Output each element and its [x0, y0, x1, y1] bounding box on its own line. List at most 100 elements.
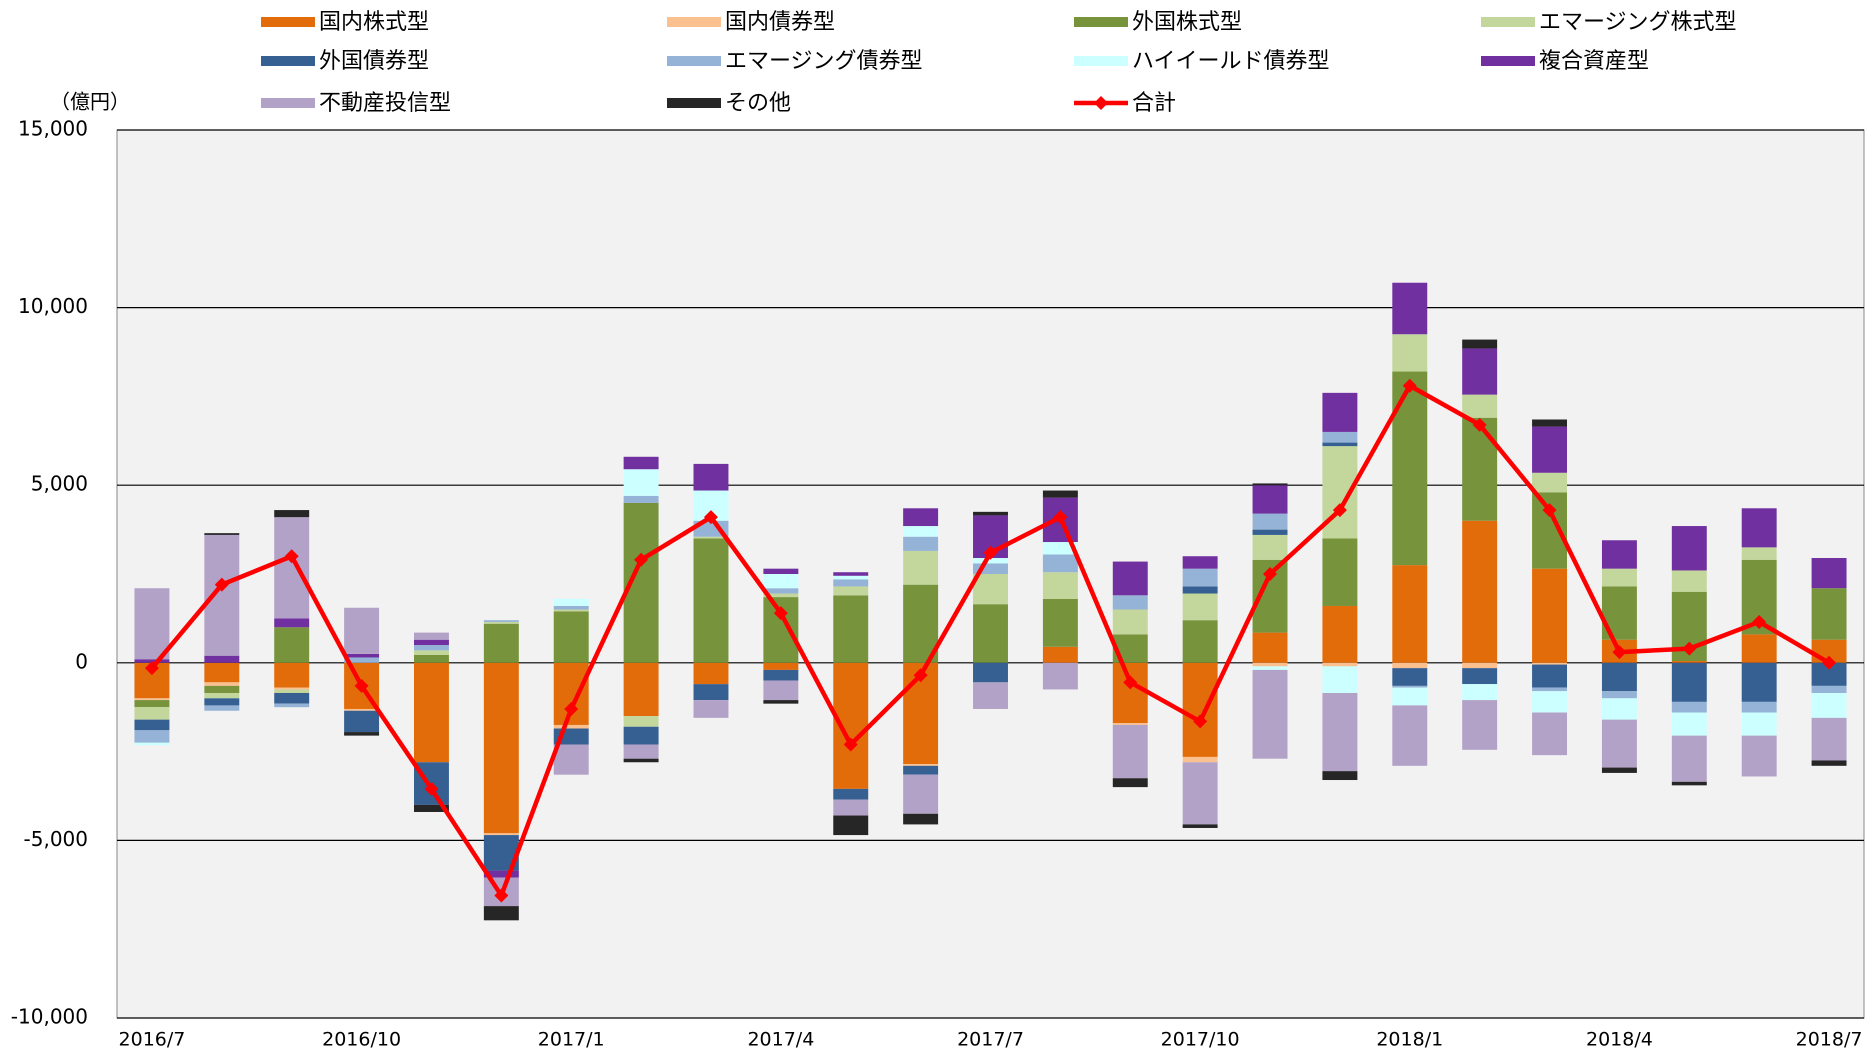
bar-segment: [763, 568, 799, 574]
bar-segment: [693, 536, 729, 539]
y-tick-label: 0: [75, 649, 88, 673]
bar-segment: [134, 588, 170, 660]
bar-segment: [1252, 632, 1288, 663]
total-marker: [1332, 503, 1347, 518]
bar-segment: [1601, 719, 1637, 768]
legend-label: 国内債券型: [725, 10, 835, 35]
bar-segment: [1462, 520, 1498, 663]
bar-segment: [553, 609, 589, 612]
bar-segment: [1252, 662, 1288, 667]
bar-segment: [204, 655, 240, 663]
bar-segment: [1392, 685, 1428, 688]
legend-swatch: [1481, 17, 1535, 27]
bar-segment: [413, 632, 449, 640]
bar-segment: [134, 700, 170, 708]
total-marker: [1752, 614, 1767, 629]
bar-segment: [1741, 547, 1777, 560]
bar-segment: [1811, 588, 1847, 640]
total-marker: [494, 888, 509, 903]
bar-segment: [1462, 668, 1498, 685]
bar-segment: [1392, 371, 1428, 566]
bar-segment: [1042, 542, 1078, 555]
legend-label: ハイイールド債券型: [1132, 49, 1330, 74]
bar-segment: [1252, 513, 1288, 530]
total-marker: [1123, 675, 1138, 690]
bar-segment: [134, 719, 170, 731]
bar-segment: [973, 682, 1008, 709]
bar-segment: [413, 639, 449, 646]
bar-segment: [1811, 558, 1847, 589]
bar-segment: [1532, 426, 1568, 473]
bar-segment: [833, 595, 869, 663]
bar-segment: [1671, 701, 1707, 713]
bar-segment: [344, 657, 380, 663]
bar-segment: [903, 764, 939, 766]
total-marker: [1472, 417, 1487, 432]
total-marker: [703, 510, 718, 525]
bar-segment: [1042, 554, 1078, 573]
bar-segment: [1112, 724, 1148, 779]
total-marker: [634, 552, 649, 567]
bar-segment: [1532, 568, 1568, 663]
bar-segment: [1322, 442, 1358, 447]
bar-segment: [903, 584, 939, 663]
bar-segment: [623, 758, 659, 763]
bar-segment: [274, 703, 310, 708]
bar-segment: [1601, 568, 1637, 587]
y-tick-label: -5,000: [24, 827, 88, 851]
bar-segment: [833, 815, 869, 836]
bar-segment: [763, 700, 799, 704]
bar-segment: [1392, 282, 1428, 335]
bar-segment: [344, 607, 380, 654]
bar-segment: [833, 579, 869, 587]
bar-segment: [623, 662, 659, 717]
bar-segment: [623, 469, 659, 496]
bar-segment: [1671, 735, 1707, 782]
bar-segment: [1182, 756, 1218, 763]
bar-segment: [1462, 417, 1498, 521]
bar-segment: [763, 593, 799, 598]
bar-segment: [693, 463, 729, 491]
bar-segment: [1112, 778, 1148, 788]
bar-segment: [1112, 723, 1148, 725]
total-marker: [773, 606, 788, 621]
bar-segment: [483, 906, 519, 921]
y-tick-label: 15,000: [18, 117, 88, 141]
bar-segment: [1671, 662, 1707, 702]
bar-segment: [973, 574, 1008, 605]
bar-segment: [903, 774, 939, 814]
bar-segment: [1462, 700, 1498, 750]
legend-swatch: [261, 98, 315, 108]
y-tick-label: 10,000: [18, 294, 88, 318]
bar-segment: [903, 550, 939, 585]
legend-swatch: [667, 17, 721, 27]
legend-label: 国内株式型: [319, 10, 429, 35]
bar-segment: [1811, 717, 1847, 761]
bar-segment: [413, 650, 449, 655]
bar-segment: [553, 611, 589, 663]
total-marker: [564, 701, 579, 716]
bar-segment: [1042, 662, 1078, 690]
bar-segment: [1601, 767, 1637, 773]
bar-segment: [833, 575, 869, 580]
bar-segment: [204, 692, 240, 699]
bar-segment: [134, 730, 170, 743]
total-marker: [1822, 655, 1837, 670]
bar-segment: [1182, 620, 1218, 663]
bar-segment: [1042, 646, 1078, 663]
bar-segment: [1741, 712, 1777, 736]
x-tick-label: 2016/10: [322, 1029, 401, 1051]
bar-segment: [1182, 556, 1218, 569]
bar-segment: [553, 744, 589, 775]
bar-segment: [1392, 705, 1428, 766]
bar-segment: [1741, 662, 1777, 702]
x-tick-label: 2017/7: [957, 1029, 1024, 1051]
bar-segment: [483, 621, 519, 624]
bar-segment: [1182, 586, 1218, 594]
x-tick-label: 2018/4: [1586, 1029, 1653, 1051]
bar-segment: [344, 708, 380, 711]
bar-segment: [1112, 561, 1148, 596]
bar-segment: [1462, 348, 1498, 395]
legend-label: 合計: [1132, 91, 1176, 116]
bar-segment: [973, 563, 1008, 574]
